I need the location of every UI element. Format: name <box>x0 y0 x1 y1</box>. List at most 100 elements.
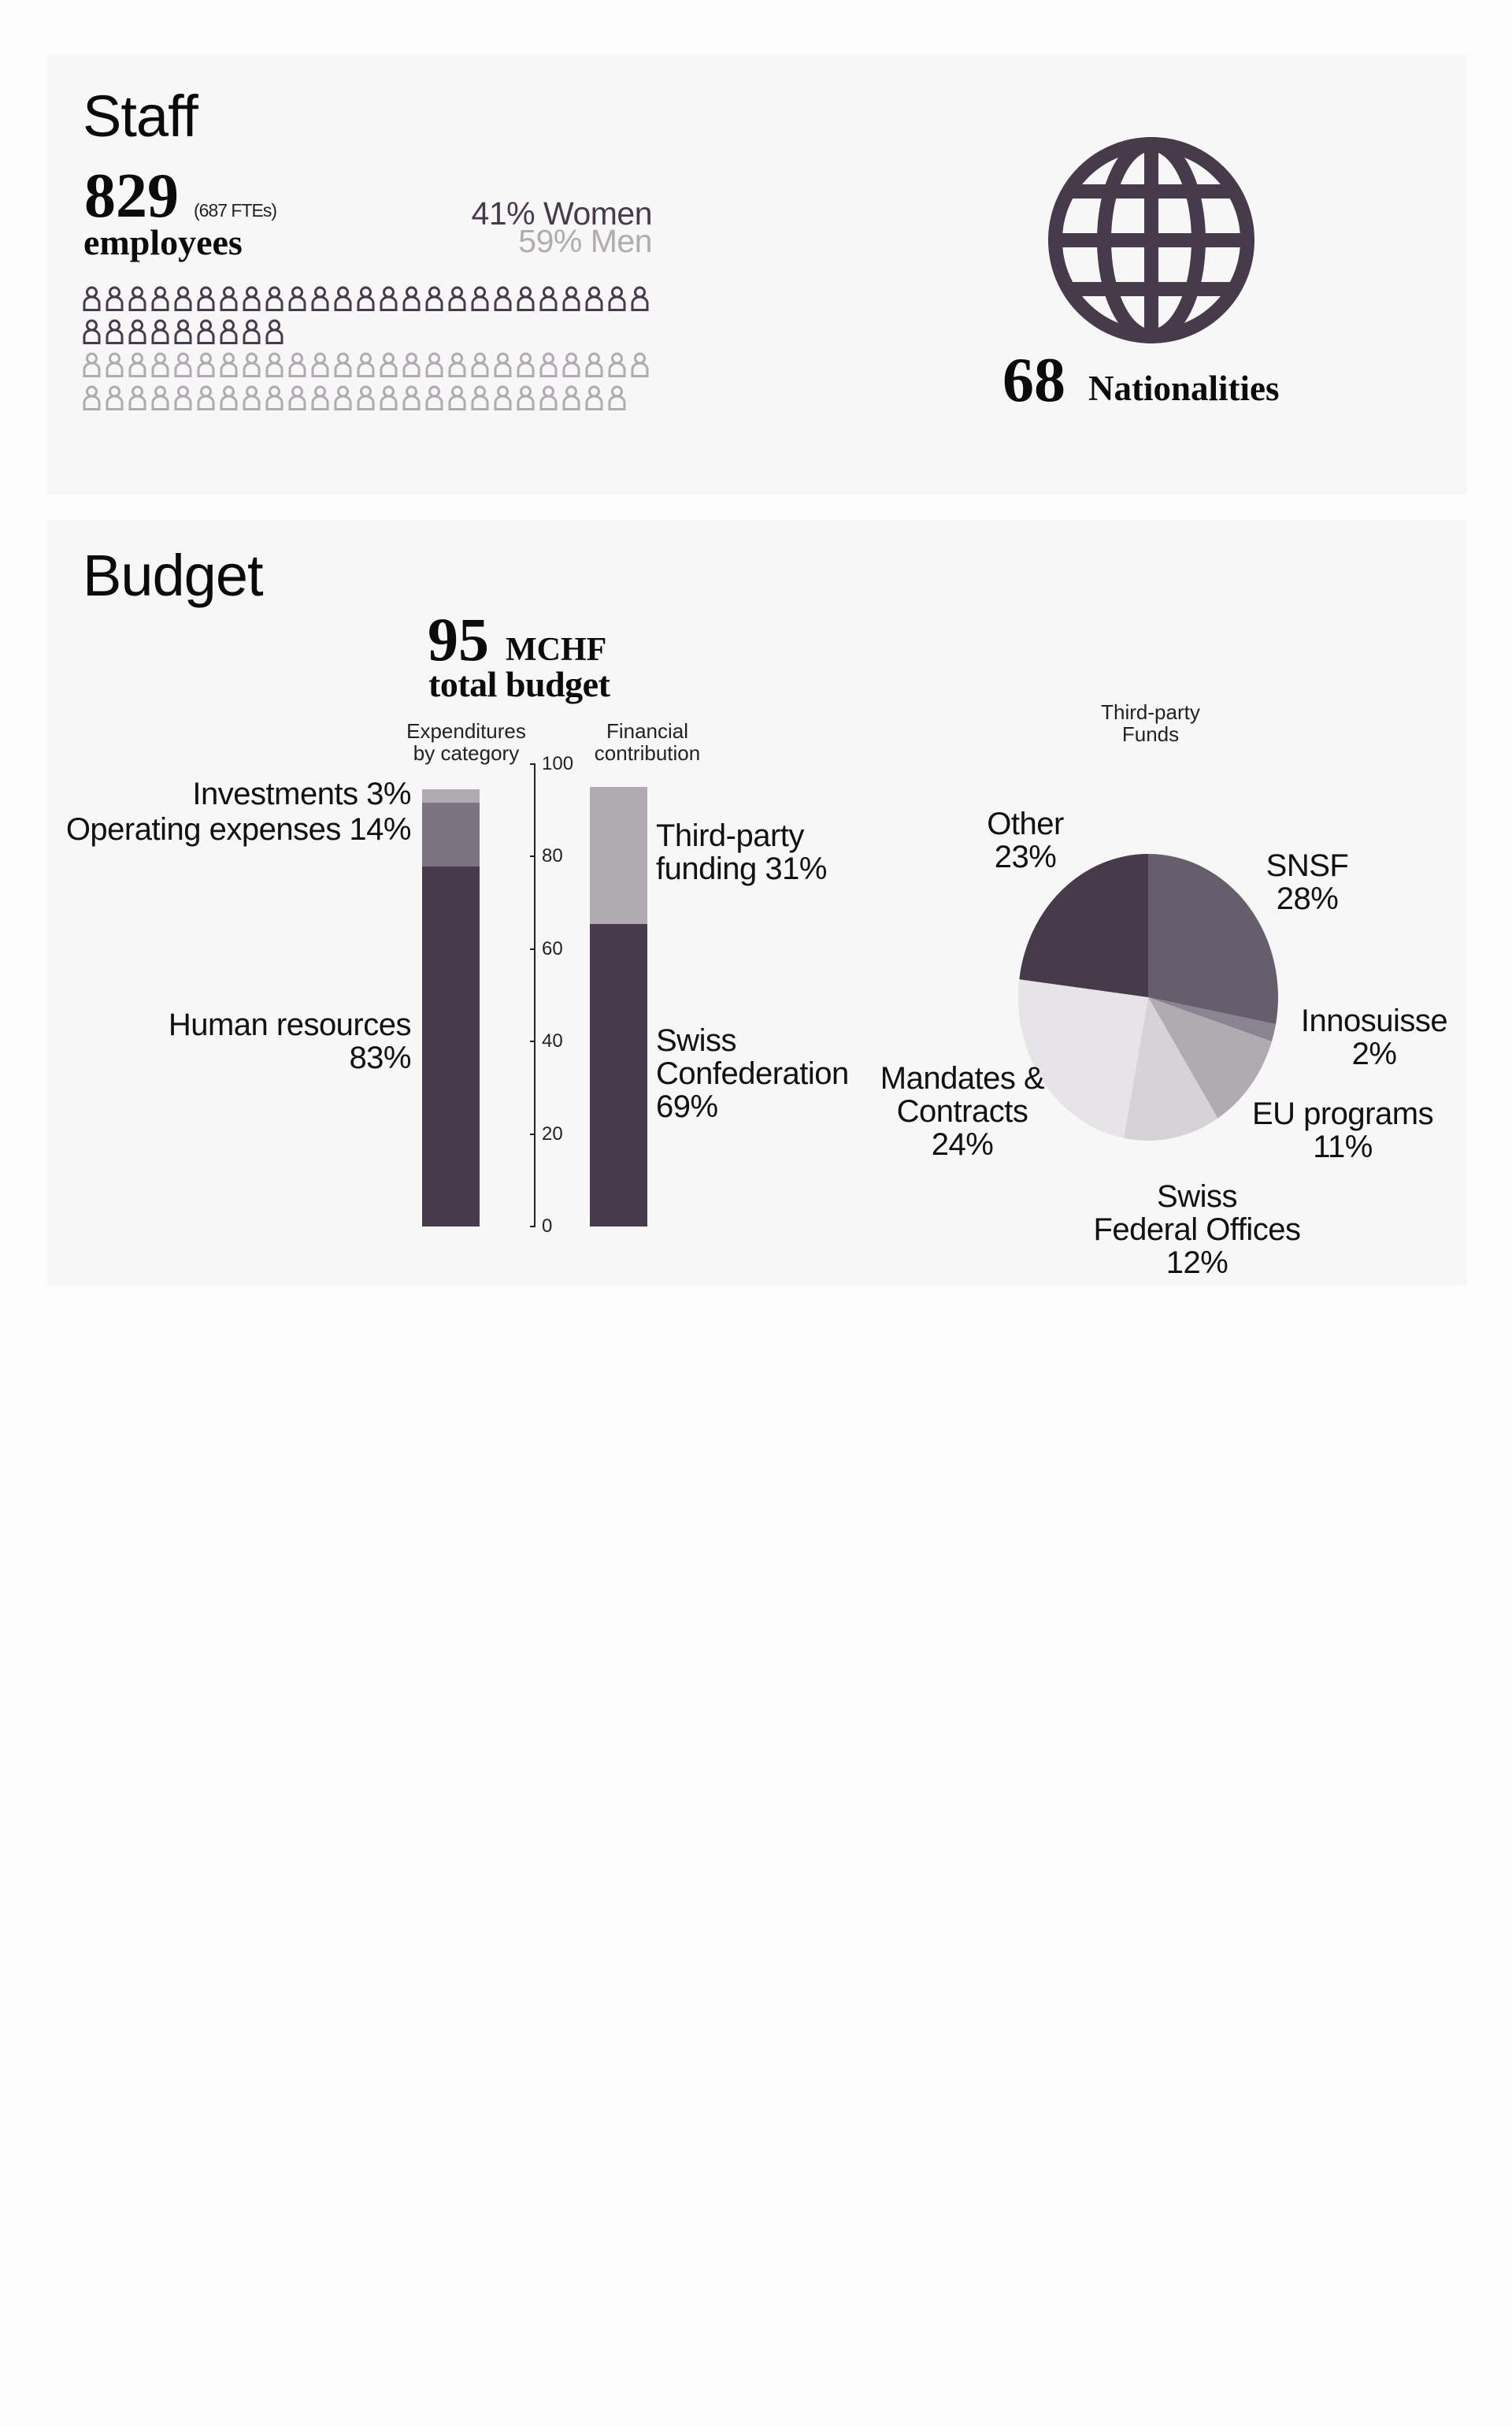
person-outline-icon <box>448 286 466 311</box>
person-outline-icon <box>562 385 580 410</box>
person-outline-icon <box>311 286 329 311</box>
person-outline-icon <box>288 286 306 311</box>
person-outline-icon <box>585 385 603 410</box>
tick-label: 20 <box>542 1123 563 1145</box>
tick-mark <box>530 1133 536 1135</box>
person-outline-icon <box>517 286 535 311</box>
pictogram-row-men <box>83 352 649 377</box>
person-outline-icon <box>608 352 626 377</box>
person-outline-icon <box>608 385 626 410</box>
person-outline-icon <box>585 352 603 377</box>
person-outline-icon <box>562 352 580 377</box>
pie-slice-innosuisse <box>1148 997 1277 1042</box>
expenditures-caption-line2: by category <box>413 741 520 765</box>
person-outline-icon <box>471 385 489 410</box>
tick-mark <box>530 763 536 765</box>
expenditures-caption-line1: Expenditures <box>406 719 526 743</box>
person-outline-icon <box>220 385 238 410</box>
person-outline-icon <box>174 286 192 311</box>
person-outline-icon <box>106 319 124 344</box>
person-outline-icon <box>106 352 124 377</box>
pie-label-eu-value: 11% <box>1313 1130 1373 1164</box>
person-outline-icon <box>357 385 375 410</box>
tick-label: 60 <box>542 937 563 959</box>
person-outline-icon <box>562 286 580 311</box>
person-outline-icon <box>425 352 443 377</box>
pie-label-mandates-value: 24% <box>931 1127 994 1162</box>
person-outline-icon <box>539 352 558 377</box>
pie-caption: Third-party Funds <box>1048 701 1253 745</box>
label-investments: Investments 3% <box>192 777 411 811</box>
label-human-resources: Human resources 83% <box>168 1008 412 1074</box>
label-swiss-conf-line3: 69% <box>656 1089 718 1124</box>
bar-segment-operating-expenses <box>422 803 480 867</box>
label-hr-line1: Human resources <box>168 1008 412 1042</box>
nationalities-count: 68 <box>1002 346 1065 415</box>
person-outline-icon <box>128 319 146 344</box>
person-outline-icon <box>494 385 512 410</box>
person-outline-icon <box>197 319 215 344</box>
person-outline-icon <box>380 385 398 410</box>
bar-segment-investments <box>422 789 480 803</box>
person-outline-icon <box>106 385 124 410</box>
third-party-funds-pie <box>1018 854 1278 1141</box>
label-swiss-conf-line2: Confederation <box>656 1056 849 1091</box>
person-outline-icon <box>151 385 169 410</box>
pie-slice-mandates-contracts <box>1018 979 1148 1138</box>
person-outline-icon <box>448 385 466 410</box>
pie-label-mandates-contracts: Mandates & Contracts 24% <box>868 1062 1057 1161</box>
women-share: 41% Women <box>471 195 653 232</box>
person-outline-icon <box>265 385 284 410</box>
person-outline-icon <box>402 352 421 377</box>
pie-label-other-name: Other <box>987 807 1064 841</box>
person-outline-icon <box>471 352 489 377</box>
person-outline-icon <box>539 286 558 311</box>
y-axis-line <box>534 764 536 1227</box>
tick-mark <box>530 1226 536 1227</box>
pie-caption-line2: Funds <box>1121 722 1180 746</box>
person-outline-icon <box>174 352 192 377</box>
person-outline-icon <box>425 286 443 311</box>
pictogram-row-women <box>83 319 284 344</box>
person-outline-icon <box>357 352 375 377</box>
budget-total-value: 95 <box>428 605 489 674</box>
tick-label: 0 <box>542 1215 553 1237</box>
person-outline-icon <box>197 385 215 410</box>
person-outline-icon <box>334 352 352 377</box>
person-outline-icon <box>585 286 603 311</box>
person-outline-icon <box>151 319 169 344</box>
tick-label: 40 <box>542 1030 563 1052</box>
tick-label: 80 <box>542 845 563 867</box>
person-outline-icon <box>334 286 352 311</box>
person-outline-icon <box>311 352 329 377</box>
pie-label-snsf-name: SNSF <box>1266 848 1349 883</box>
expenditures-caption: Expenditures by category <box>364 720 569 764</box>
person-outline-icon <box>265 286 284 311</box>
pie-label-innosuisse-name: Innosuisse <box>1300 1004 1448 1038</box>
person-outline-icon <box>448 352 466 377</box>
person-outline-icon <box>539 385 558 410</box>
bar-segment-third-party-funding <box>590 787 647 924</box>
label-third-party-line2: funding 31% <box>656 852 827 886</box>
pie-label-innosuisse: Innosuisse 2% <box>1280 1004 1469 1071</box>
tick-label: 100 <box>542 753 574 774</box>
person-outline-icon <box>128 385 146 410</box>
label-third-party-line1: Third-party <box>656 818 804 853</box>
pie-slice-snsf <box>1148 854 1278 1025</box>
person-outline-icon <box>494 352 512 377</box>
person-outline-icon <box>380 352 398 377</box>
person-outline-icon <box>517 352 535 377</box>
label-swiss-confederation: Swiss Confederation 69% <box>656 1024 849 1123</box>
person-outline-icon <box>128 286 146 311</box>
person-outline-icon <box>220 352 238 377</box>
person-outline-icon <box>425 385 443 410</box>
person-outline-icon <box>128 352 146 377</box>
pie-label-sfo-value: 12% <box>1166 1245 1228 1280</box>
pie-caption-line1: Third-party <box>1101 700 1200 724</box>
person-outline-icon <box>357 286 375 311</box>
bar-segment-human-resources <box>422 867 480 1226</box>
person-outline-icon <box>471 286 489 311</box>
employees-count: 829 <box>84 161 179 231</box>
person-outline-icon <box>197 352 215 377</box>
fte-note: (687 FTEs) <box>194 200 277 221</box>
